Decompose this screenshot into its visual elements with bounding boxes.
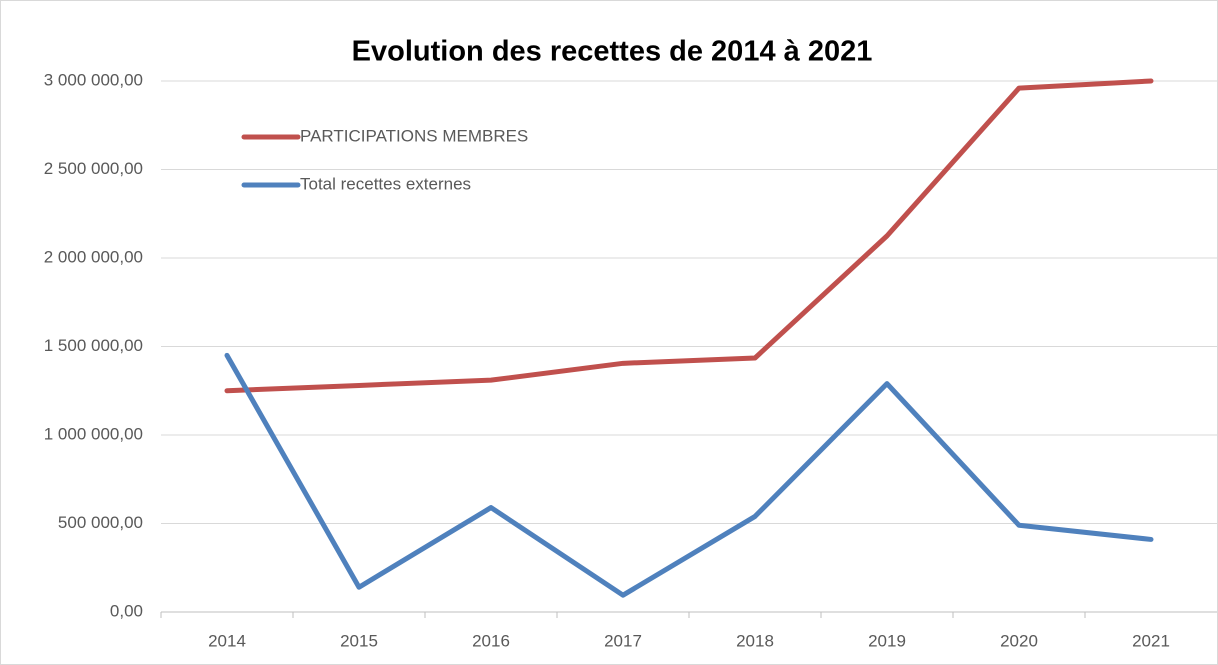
- x-tick-label: 2018: [736, 631, 774, 650]
- y-tick-label: 3 000 000,00: [44, 70, 143, 89]
- y-tick-label: 0,00: [110, 601, 143, 620]
- chart-title: Evolution des recettes de 2014 à 2021: [352, 36, 873, 68]
- y-tick-label: 2 000 000,00: [44, 247, 143, 266]
- x-tick-label: 2016: [472, 631, 510, 650]
- line-series: [224, 78, 1154, 394]
- legend-label: Total recettes externes: [300, 174, 471, 193]
- x-tick-label: 2021: [1132, 631, 1170, 650]
- x-tick-label: 2015: [340, 631, 378, 650]
- x-tick-label: 2017: [604, 631, 642, 650]
- x-tick-label: 2014: [208, 631, 246, 650]
- y-tick-label: 500 000,00: [58, 513, 143, 532]
- y-tick-label: 2 500 000,00: [44, 159, 143, 178]
- line-series: [224, 352, 1154, 598]
- x-tick-label: 2019: [868, 631, 906, 650]
- x-tick-label: 2020: [1000, 631, 1038, 650]
- y-tick-label: 1 000 000,00: [44, 424, 143, 443]
- y-tick-label: 1 500 000,00: [44, 336, 143, 355]
- legend-label: PARTICIPATIONS MEMBRES: [300, 126, 528, 145]
